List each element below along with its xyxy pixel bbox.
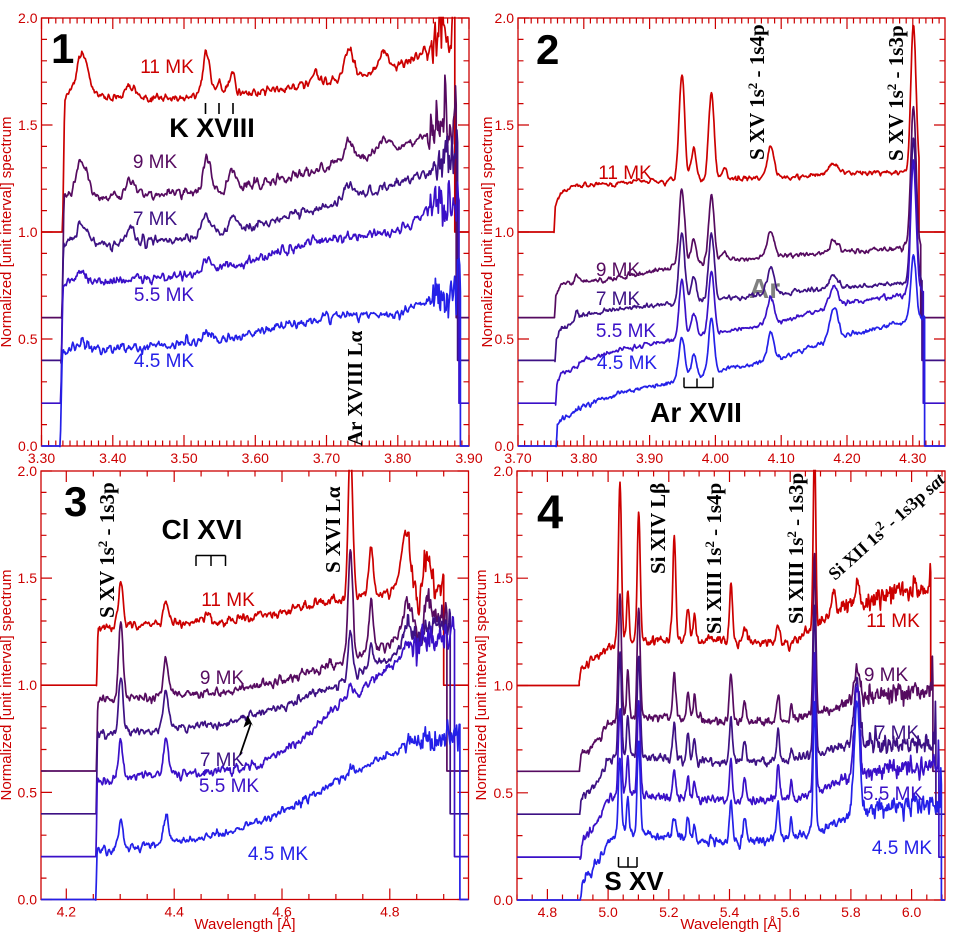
svg-text:4: 4 [537,485,563,538]
svg-text:5.5 MK: 5.5 MK [596,321,657,342]
svg-text:7 MK: 7 MK [133,209,178,230]
svg-text:11 MK: 11 MK [140,57,194,78]
svg-text:Normalized [unit interval] spe: Normalized [unit interval] spectrum [473,570,490,801]
svg-text:Si XIII 1s2​ - 1s4p: Si XIII 1s2​ - 1s4p [702,483,726,634]
svg-text:9 MK: 9 MK [864,665,909,686]
svg-text:3: 3 [64,478,87,525]
svg-text:5.6: 5.6 [780,904,800,920]
svg-text:0.5: 0.5 [18,784,38,800]
svg-text:4.00: 4.00 [702,450,729,466]
svg-text:7 MK: 7 MK [596,289,641,310]
svg-text:3.40: 3.40 [99,450,126,466]
svg-text:0.5: 0.5 [18,331,38,347]
svg-text:5.0: 5.0 [598,904,618,920]
svg-text:7 MK: 7 MK [200,750,245,771]
svg-text:5.8: 5.8 [841,904,861,920]
svg-text:5.5 MK: 5.5 MK [199,776,260,797]
svg-text:S XV 1s2​ - 1s4p: S XV 1s2​ - 1s4p [745,24,769,160]
svg-text:Normalized [unit interval] spe: Normalized [unit interval] spectrum [0,117,15,348]
svg-text:4.8: 4.8 [538,904,558,920]
svg-text:4.30: 4.30 [899,450,926,466]
svg-text:3.70: 3.70 [313,450,340,466]
svg-text:0.0: 0.0 [494,892,514,908]
svg-text:1.0: 1.0 [494,678,514,694]
svg-text:1.0: 1.0 [495,224,515,240]
svg-text:3.90: 3.90 [636,450,663,466]
svg-text:3.90: 3.90 [455,450,482,466]
svg-text:S XV 1s2​ - 1s3p: S XV 1s2​ - 1s3p [95,482,119,618]
svg-text:0.0: 0.0 [495,438,515,454]
svg-text:2.0: 2.0 [18,463,38,479]
svg-text:4.5 MK: 4.5 MK [134,351,195,372]
svg-text:4.4: 4.4 [164,904,184,920]
svg-text:4.20: 4.20 [833,450,860,466]
svg-text:11 MK: 11 MK [201,590,255,611]
svg-text:0.5: 0.5 [495,331,515,347]
svg-text:4.10: 4.10 [768,450,795,466]
svg-text:S XV: S XV [604,866,664,896]
svg-text:3.70: 3.70 [504,450,531,466]
svg-text:4.5 MK: 4.5 MK [248,844,309,865]
svg-text:5.5 MK: 5.5 MK [134,285,195,306]
svg-text:1.5: 1.5 [495,117,515,133]
svg-text:2.0: 2.0 [495,10,515,26]
svg-text:3.80: 3.80 [570,450,597,466]
svg-text:1.0: 1.0 [18,224,38,240]
svg-text:1.0: 1.0 [18,677,38,693]
svg-text:1: 1 [51,25,74,72]
svg-text:4.8: 4.8 [380,904,400,920]
svg-text:Normalized [unit interval] spe: Normalized [unit interval] spectrum [479,117,496,348]
svg-text:11 MK: 11 MK [598,163,652,184]
svg-text:0.0: 0.0 [18,892,38,908]
svg-text:Si XIV Lβ: Si XIV Lβ [646,483,670,574]
svg-text:4.2: 4.2 [57,904,77,920]
svg-text:0.5: 0.5 [494,785,514,801]
svg-text:6.0: 6.0 [902,904,922,920]
svg-text:4.5 MK: 4.5 MK [597,353,658,374]
svg-text:0.0: 0.0 [18,438,38,454]
svg-text:2.0: 2.0 [494,463,514,479]
svg-text:Ar XVIII Lα: Ar XVIII Lα [343,331,367,446]
svg-text:S XV 1s2​ - 1s3p: S XV 1s2​ - 1s3p [884,25,908,161]
svg-text:5.5 MK: 5.5 MK [863,784,924,805]
svg-text:Wavelength [Å]: Wavelength [Å] [680,916,781,933]
svg-text:11 MK: 11 MK [866,611,920,632]
svg-text:4.5 MK: 4.5 MK [872,838,933,859]
svg-text:3.60: 3.60 [242,450,269,466]
svg-text:K XVIII: K XVIII [169,113,255,143]
svg-text:Si XIII 1s2​ - 1s3p: Si XIII 1s2​ - 1s3p [784,473,808,624]
svg-text:2.0: 2.0 [18,10,38,26]
svg-text:Ar XVII: Ar XVII [650,397,742,428]
svg-text:9 MK: 9 MK [133,152,178,173]
svg-text:5.2: 5.2 [659,904,679,920]
svg-text:9 MK: 9 MK [200,668,245,689]
svg-text:Cl XVI: Cl XVI [162,514,243,545]
svg-text:1.5: 1.5 [18,570,38,586]
svg-text:1.5: 1.5 [18,117,38,133]
svg-text:S XVI Lα: S XVI Lα [321,486,345,573]
svg-text:3.50: 3.50 [170,450,197,466]
svg-text:3.80: 3.80 [384,450,411,466]
svg-text:7 MK: 7 MK [875,723,920,744]
svg-text:1.5: 1.5 [494,570,514,586]
svg-text:Wavelength [Å]: Wavelength [Å] [194,916,295,933]
svg-text:4.6: 4.6 [272,904,292,920]
svg-text:5.4: 5.4 [720,904,740,920]
svg-text:3.30: 3.30 [28,450,55,466]
svg-text:Normalized [unit interval] spe: Normalized [unit interval] spectrum [0,570,15,801]
svg-text:2: 2 [536,26,559,73]
svg-text:9 MK: 9 MK [596,260,641,281]
